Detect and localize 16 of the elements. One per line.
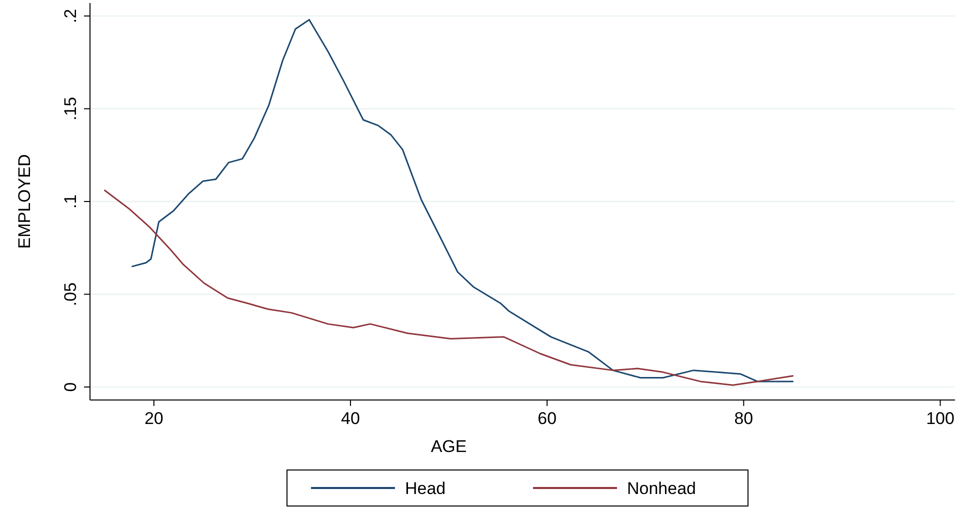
x-tick-label: 60 <box>538 409 557 428</box>
legend-label: Nonhead <box>627 479 696 498</box>
x-axis-title: AGE <box>430 437 467 456</box>
x-tick-label: 100 <box>926 409 954 428</box>
y-axis-title: EMPLOYED <box>15 154 34 249</box>
legend-label: Head <box>405 479 446 498</box>
x-tick-label: 20 <box>144 409 164 428</box>
y-tick-label: 0 <box>61 382 80 392</box>
x-tick-label: 40 <box>341 409 360 428</box>
line-series <box>104 190 794 386</box>
x-tick-label: 80 <box>734 409 754 428</box>
line-series <box>132 18 794 382</box>
y-tick-label: .15 <box>61 96 80 121</box>
y-tick-label: .2 <box>61 8 80 24</box>
y-tick-label: .05 <box>61 282 80 306</box>
y-tick-label: .1 <box>61 194 80 209</box>
